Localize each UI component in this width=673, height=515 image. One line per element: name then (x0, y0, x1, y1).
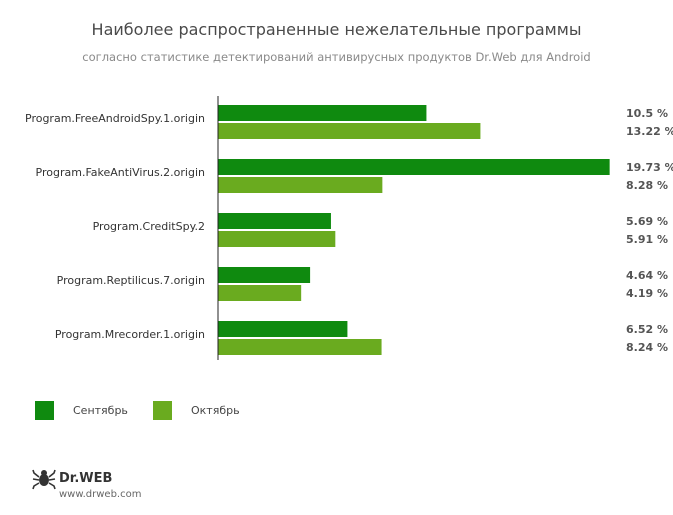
spider-logo-icon (32, 469, 56, 490)
legend-swatch-september (35, 401, 54, 420)
data-label: 19.73 % (626, 161, 673, 174)
bar (218, 177, 383, 193)
data-label: 8.24 % (626, 341, 668, 354)
bar (218, 231, 336, 247)
drweb-logo[interactable]: Dr.WEB www.drweb.com (32, 468, 152, 508)
category-label: Program.FreeAndroidSpy.1.origin (25, 112, 205, 125)
chart-subtitle: согласно статистике детектирований антив… (82, 50, 591, 64)
legend-label-october: Октябрь (191, 404, 240, 417)
bar (218, 285, 302, 301)
bar (218, 321, 348, 337)
category-label: Program.CreditSpy.2 (93, 220, 205, 233)
brand-name: Dr.WEB (59, 471, 113, 486)
bar (218, 105, 427, 121)
chart-title: Наиболее распространенные нежелательные … (91, 20, 582, 39)
category-label: Program.Reptilicus.7.origin (57, 274, 205, 287)
data-label: 13.22 % (626, 125, 673, 138)
data-label: 10.5 % (626, 107, 668, 120)
bar (218, 339, 382, 355)
legend-swatch-october (153, 401, 172, 420)
category-label: Program.FakeAntiVirus.2.origin (36, 166, 205, 179)
bar (218, 267, 311, 283)
data-label: 6.52 % (626, 323, 668, 336)
data-label: 5.91 % (626, 233, 668, 246)
data-label: 4.19 % (626, 287, 668, 300)
data-label: 4.64 % (626, 269, 668, 282)
data-label: 5.69 % (626, 215, 668, 228)
bar (218, 159, 610, 175)
category-label: Program.Mrecorder.1.origin (55, 328, 205, 341)
legend-label-september: Сентябрь (73, 404, 128, 417)
brand-url[interactable]: www.drweb.com (59, 489, 142, 500)
bar (218, 123, 481, 139)
data-label: 8.28 % (626, 179, 668, 192)
bar (218, 213, 331, 229)
